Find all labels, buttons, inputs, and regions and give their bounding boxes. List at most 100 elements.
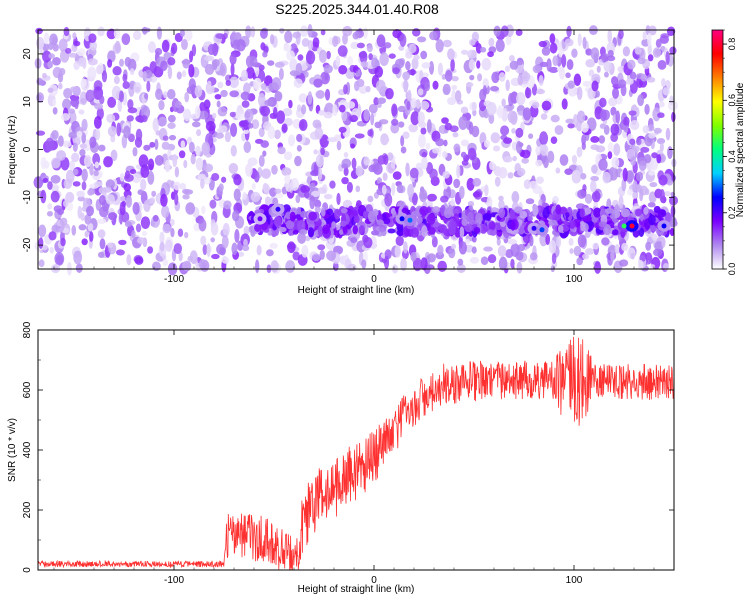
heatmap-cell <box>152 214 159 222</box>
heatmap-cell <box>394 58 405 69</box>
heatmap-cell <box>667 146 673 160</box>
heatmap-cell <box>377 155 387 165</box>
heatmap-cell <box>571 154 578 164</box>
heatmap-cell <box>122 81 130 90</box>
heatmap-cell <box>160 60 168 72</box>
heatmap-cell <box>181 260 192 271</box>
heatmap-cell <box>173 181 181 191</box>
heatmap-cell <box>296 144 302 152</box>
heatmap-cell <box>174 166 180 178</box>
heatmap-cell <box>116 122 122 137</box>
heatmap-cell <box>253 171 260 183</box>
heatmap-cell <box>319 249 325 260</box>
heatmap-cell <box>106 28 117 40</box>
heatmap-cell <box>309 195 316 210</box>
heatmap-cell <box>566 25 572 38</box>
heatmap-cell <box>383 42 392 49</box>
heatmap-cell <box>231 210 240 222</box>
heatmap-cell <box>243 225 250 236</box>
heatmap-cell <box>178 150 186 159</box>
x-tick-label: -100 <box>164 575 184 586</box>
heatmap-cell <box>323 193 333 200</box>
heatmap-cell <box>262 51 268 58</box>
heatmap-cell <box>76 48 86 57</box>
heatmap-cell <box>159 241 165 252</box>
heatmap-band-cell <box>353 215 360 224</box>
heatmap-cell <box>373 97 379 106</box>
heatmap-cell <box>529 252 538 261</box>
snr-line <box>37 336 675 570</box>
heatmap-cell <box>493 25 501 37</box>
snr-y-axis: 0 200 400 600 800 <box>22 321 674 573</box>
heatmap-cell <box>467 49 477 59</box>
heatmap-cell <box>471 101 477 112</box>
heatmap-cell <box>460 106 469 114</box>
heatmap-cell <box>222 222 230 237</box>
heatmap-cell <box>365 85 371 93</box>
heatmap-cell <box>67 108 76 114</box>
heatmap-cell <box>292 31 302 39</box>
heatmap-cell <box>179 29 185 37</box>
heatmap-cell <box>596 65 601 73</box>
heatmap-cell <box>256 244 262 256</box>
heatmap-cell <box>498 72 506 82</box>
heatmap-cell <box>577 33 582 47</box>
heatmap-cell <box>460 151 467 158</box>
heatmap-cell <box>507 110 518 124</box>
heatmap-cell <box>442 39 452 48</box>
heatmap-cell <box>80 212 85 221</box>
heatmap-band-cell <box>611 229 619 236</box>
heatmap-cell <box>43 32 50 45</box>
heatmap-cell <box>371 57 379 69</box>
heatmap-cell <box>614 244 620 254</box>
heatmap-cell <box>437 260 448 272</box>
heatmap-cell <box>152 117 159 132</box>
heatmap-cell <box>318 49 328 63</box>
heatmap-cell <box>405 51 413 59</box>
heatmap-cell <box>350 237 358 244</box>
heatmap-cell <box>114 40 121 53</box>
heatmap-cell <box>260 140 269 148</box>
heatmap-cell <box>198 218 207 232</box>
snr-series <box>37 336 675 570</box>
heatmap-cell <box>99 238 106 250</box>
heatmap-cell <box>303 191 310 199</box>
heatmap-band-cell <box>491 207 498 213</box>
heatmap-cell <box>477 73 483 82</box>
heatmap-band-cell <box>367 210 377 223</box>
heatmap-cell <box>669 46 677 55</box>
heatmap-band-cell <box>669 219 678 227</box>
heatmap-cell <box>277 146 286 155</box>
heatmap-cell <box>304 71 309 78</box>
heatmap-cell <box>140 164 150 179</box>
heatmap-cell <box>421 151 428 158</box>
heatmap-cell <box>582 80 592 88</box>
heatmap-band-cell <box>352 225 358 235</box>
heatmap-cell <box>162 223 172 234</box>
heatmap-cell <box>521 71 531 82</box>
heatmap-cell <box>134 256 144 265</box>
heatmap-cell <box>124 56 132 67</box>
heatmap-cell <box>72 168 79 176</box>
heatmap-cell <box>119 58 125 67</box>
heatmap-cell <box>539 61 549 68</box>
heatmap-cell <box>73 250 83 265</box>
heatmap-cell <box>558 66 565 80</box>
y-tick-label: 600 <box>22 381 33 398</box>
heatmap-band-cell <box>376 219 384 226</box>
heatmap-cell <box>367 136 373 146</box>
heatmap-cell <box>531 101 540 109</box>
heatmap-cell <box>637 57 646 65</box>
heatmap-cell <box>174 100 182 109</box>
heatmap-cell <box>564 38 574 47</box>
heatmap-cell <box>204 55 214 62</box>
y-tick-label: 0 <box>22 567 33 573</box>
heatmap-cell <box>49 33 58 46</box>
heatmap-cell <box>289 58 298 72</box>
heatmap-cell <box>437 145 442 158</box>
heatmap-cell <box>297 232 307 244</box>
heatmap-cell <box>585 248 595 255</box>
heatmap-cell <box>408 123 418 133</box>
heatmap-cell <box>60 113 71 121</box>
heatmap-cell <box>622 46 631 57</box>
